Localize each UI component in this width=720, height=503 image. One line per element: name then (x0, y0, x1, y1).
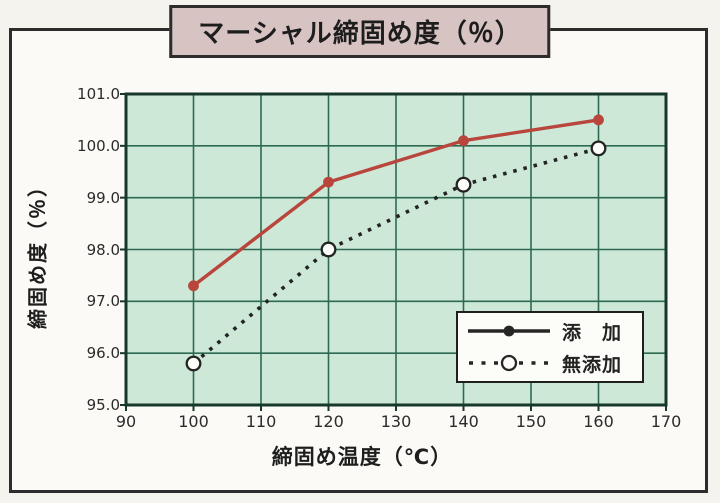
x-tick-label: 140 (448, 412, 479, 431)
x-tick-label: 90 (115, 412, 137, 431)
x-tick-label: 100 (178, 412, 209, 431)
legend-item-tenka: 添 加 (468, 318, 632, 344)
dotted-line-swatch (469, 354, 549, 372)
y-tick-label: 96.0 (86, 344, 120, 363)
y-tick-label: 100.0 (77, 136, 120, 155)
data-point-marker (593, 114, 604, 126)
data-point-marker (320, 241, 337, 258)
x-tick-label: 170 (650, 412, 682, 431)
legend: 添 加 無添加 (456, 311, 644, 383)
open-circle-marker (500, 354, 518, 372)
y-tick-label: 99.0 (86, 188, 120, 207)
legend-label-mutenka: 無添加 (562, 353, 623, 376)
y-tick-label: 97.0 (86, 292, 120, 311)
data-point-marker (323, 176, 334, 188)
x-tick-label: 160 (583, 412, 614, 431)
x-tick-label: 120 (313, 412, 344, 431)
chart-title: マーシャル締固め度（％） (198, 19, 522, 49)
x-tick-label: 110 (245, 412, 277, 431)
filled-circle-marker (503, 325, 515, 337)
solid-line-swatch (468, 325, 550, 337)
series-line-0 (192, 118, 599, 288)
data-point-marker (458, 135, 469, 147)
y-tick-label: 101.0 (77, 85, 120, 103)
plot-border (124, 92, 668, 407)
series-0 (188, 114, 604, 292)
data-point-marker (188, 280, 199, 292)
y-axis-title: 締固め度（％） (25, 175, 50, 329)
data-point-marker (590, 140, 607, 157)
x-tick-label: 150 (515, 412, 547, 431)
data-point-marker (455, 176, 472, 193)
x-axis-title: 締固め温度（℃） (271, 445, 453, 469)
chart-canvas (120, 92, 668, 411)
series-1 (185, 140, 607, 372)
chart-title-box: マーシャル締固め度（％） (169, 5, 551, 58)
x-tick-label: 130 (380, 412, 412, 431)
data-point-marker (185, 355, 202, 372)
legend-label-tenka: 添 加 (562, 321, 623, 344)
plot-area: 添 加 無添加 (120, 92, 668, 411)
legend-item-mutenka: 無添加 (468, 350, 632, 376)
y-tick-label: 98.0 (86, 240, 120, 259)
y-tick-label: 95.0 (86, 396, 120, 414)
